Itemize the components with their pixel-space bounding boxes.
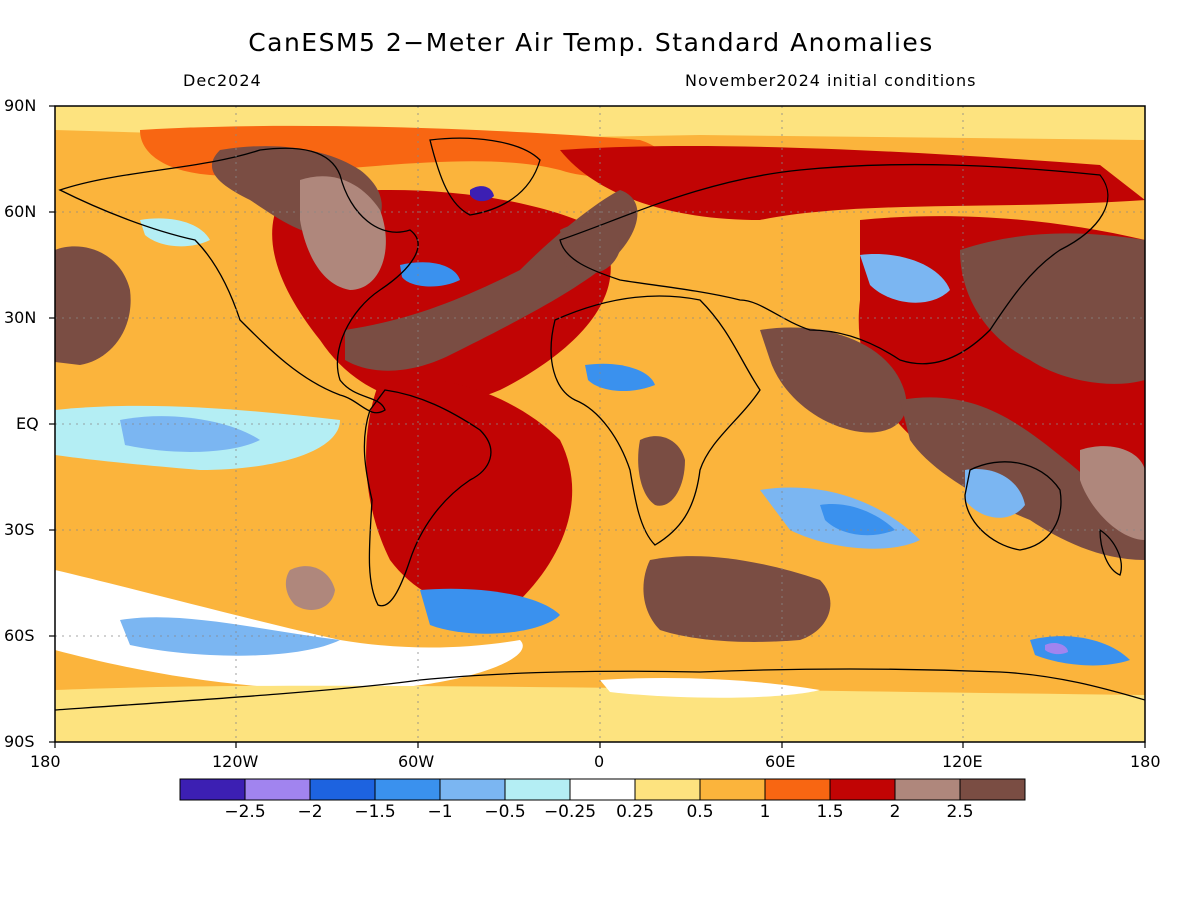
colorbar xyxy=(179,778,1026,801)
lat-label-60n: 60N xyxy=(4,202,37,221)
axis-ticks xyxy=(49,105,1146,748)
colorbar-label: −0.5 xyxy=(484,802,526,822)
valid-period-label: Dec2024 xyxy=(183,71,262,90)
colorbar-label: −1 xyxy=(427,802,453,822)
colorbar-label: 0.25 xyxy=(616,802,654,822)
colorbar-swatch xyxy=(179,778,246,801)
colorbar-label: 0.5 xyxy=(686,802,714,822)
colorbar-swatch xyxy=(894,778,961,801)
colorbar-label: 2.5 xyxy=(946,802,974,822)
lon-label-60e: 60E xyxy=(765,752,796,771)
coastlines xyxy=(55,137,1145,711)
colorbar-swatch xyxy=(569,778,636,801)
lon-label-120w: 120W xyxy=(212,752,259,771)
colorbar-swatch xyxy=(309,778,376,801)
colorbar-swatch xyxy=(504,778,571,801)
lon-label-180w: 180 xyxy=(30,752,61,771)
lat-label-eq: EQ xyxy=(16,414,39,433)
colorbar-swatch xyxy=(244,778,311,801)
colorbar-label: 2 xyxy=(889,802,901,822)
lon-label-120e: 120E xyxy=(942,752,983,771)
colorbar-swatch xyxy=(374,778,441,801)
colorbar-label: 1.5 xyxy=(816,802,844,822)
lon-label-180e: 180 xyxy=(1130,752,1161,771)
colorbar-swatch xyxy=(959,778,1026,801)
lat-label-30s: 30S xyxy=(4,520,35,539)
graticule xyxy=(55,106,1145,742)
lon-label-0: 0 xyxy=(594,752,605,771)
lat-label-30n: 30N xyxy=(4,308,37,327)
colorbar-swatch xyxy=(634,778,701,801)
initial-conditions-label: November2024 initial conditions xyxy=(685,71,977,90)
colorbar-label: −0.25 xyxy=(543,802,597,822)
colorbar-label: 1 xyxy=(759,802,771,822)
map-title: CanESM5 2−Meter Air Temp. Standard Anoma… xyxy=(248,28,934,57)
colorbar-swatch xyxy=(829,778,896,801)
lon-label-60w: 60W xyxy=(398,752,435,771)
colorbar-label: −1.5 xyxy=(354,802,396,822)
lat-label-90n: 90N xyxy=(4,96,37,115)
colorbar-label: −2 xyxy=(297,802,323,822)
lat-label-60s: 60S xyxy=(4,626,35,645)
colorbar-label: −2.5 xyxy=(224,802,266,822)
lat-label-90s: 90S xyxy=(4,732,35,751)
colorbar-swatch xyxy=(439,778,506,801)
colorbar-swatch xyxy=(699,778,766,801)
colorbar-swatch xyxy=(764,778,831,801)
